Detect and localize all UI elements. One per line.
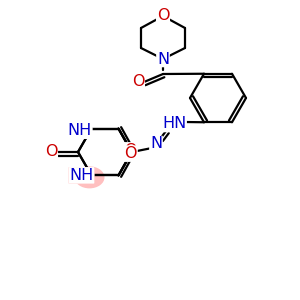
- Text: NH: NH: [68, 123, 92, 138]
- Text: O: O: [124, 143, 137, 158]
- Text: HN: HN: [162, 116, 186, 131]
- Text: O: O: [45, 145, 57, 160]
- Text: NH: NH: [69, 168, 94, 183]
- Text: NH: NH: [68, 123, 92, 138]
- Text: O: O: [124, 146, 137, 161]
- Text: O: O: [132, 74, 144, 89]
- Text: N: N: [157, 52, 169, 67]
- Text: NH: NH: [69, 168, 94, 183]
- Ellipse shape: [74, 167, 104, 188]
- Text: N: N: [150, 136, 162, 152]
- Text: O: O: [157, 8, 169, 23]
